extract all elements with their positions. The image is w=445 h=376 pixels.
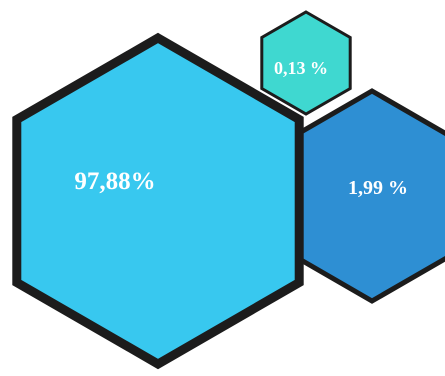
hexagon-0 — [12, 32, 304, 370]
hexagon-label-2: 0,13 % — [274, 58, 328, 78]
hexagon-label-1: 1,99 % — [348, 177, 408, 199]
hexagon-2 — [260, 10, 352, 116]
hexagon-label-0: 97,88% — [74, 168, 155, 195]
